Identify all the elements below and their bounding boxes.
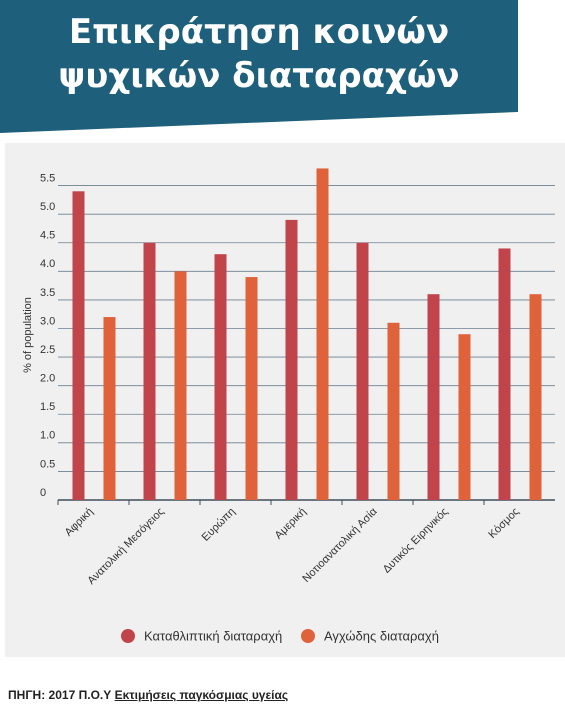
chart-panel	[5, 143, 565, 657]
bar	[458, 334, 471, 500]
y-tick-label: 2.5	[40, 344, 55, 356]
y-tick-label: 1.5	[40, 401, 55, 413]
bar	[103, 317, 116, 500]
bar	[214, 254, 227, 500]
bar	[498, 248, 511, 500]
legend-label: Καταθλιπτική διαταραχή	[144, 628, 282, 643]
bar	[285, 219, 298, 500]
y-tick-label: 4.5	[40, 230, 55, 242]
bar	[72, 191, 85, 501]
legend-swatch	[301, 629, 315, 643]
bar	[387, 322, 400, 500]
y-tick-label: 3.5	[40, 287, 55, 299]
title-banner	[0, 0, 518, 133]
source-link[interactable]: Εκτιμήσεις παγκόσμιας υγείας	[114, 688, 289, 702]
legend-swatch	[121, 629, 135, 643]
y-axis-label: % of population	[22, 297, 34, 373]
bar	[316, 168, 329, 500]
y-tick-label: 5.5	[40, 172, 55, 184]
bar	[356, 242, 369, 500]
y-tick-label: 2.0	[40, 373, 55, 385]
y-tick-label: 3.0	[40, 315, 55, 327]
y-tick-label: 0.5	[40, 458, 55, 470]
y-tick-label: 0	[40, 487, 46, 499]
bar	[529, 294, 542, 500]
legend-label: Αγχώδης διαταραχή	[324, 628, 439, 643]
y-tick-label: 4.0	[40, 258, 55, 270]
bar	[143, 242, 156, 500]
bar	[245, 277, 258, 500]
bar	[174, 271, 187, 500]
bar	[427, 294, 440, 500]
chart-title: Επικράτηση κοινών ψυχικών διαταραχών	[58, 12, 460, 96]
source: ΠΗΓΗ: 2017 Π.Ο.Υ	[8, 688, 112, 702]
footer: ΠΗΓΗ: 2017 Π.Ο.Υ Εκτιμήσεις παγκόσμιας υ…	[8, 688, 288, 702]
y-tick-label: 1.0	[40, 430, 55, 442]
y-tick-label: 5.0	[40, 201, 55, 213]
